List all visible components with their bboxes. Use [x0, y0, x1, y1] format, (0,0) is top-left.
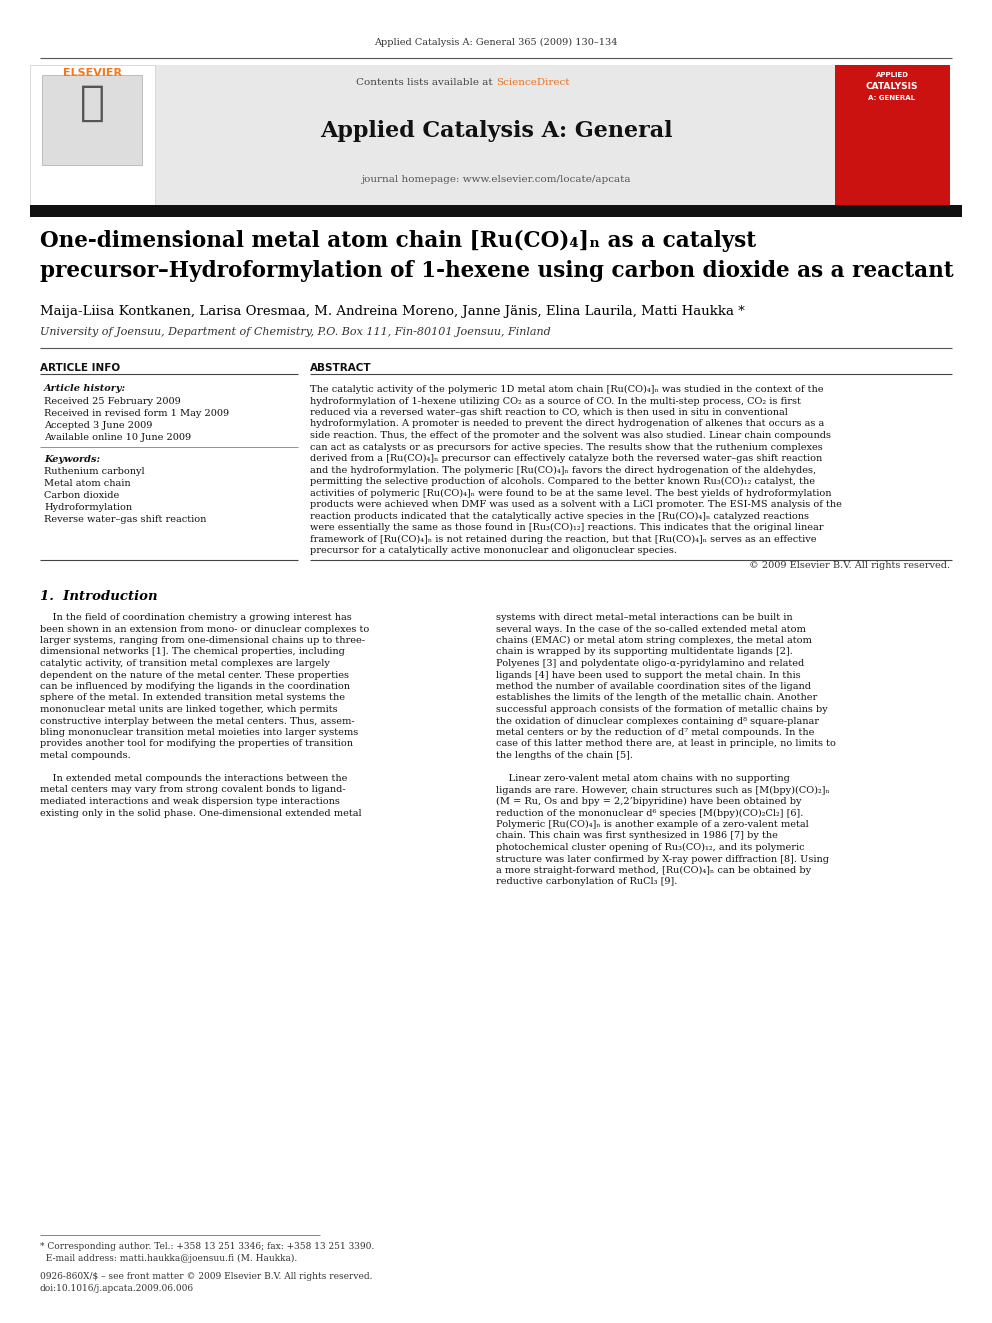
- Text: case of this latter method there are, at least in principle, no limits to: case of this latter method there are, at…: [496, 740, 836, 749]
- Bar: [42, 75, 142, 165]
- Text: products were achieved when DMF was used as a solvent with a LiCl promoter. The : products were achieved when DMF was used…: [310, 500, 842, 509]
- Text: Linear zero-valent metal atom chains with no supporting: Linear zero-valent metal atom chains wit…: [496, 774, 790, 783]
- Text: 0926-860X/$ – see front matter © 2009 Elsevier B.V. All rights reserved.: 0926-860X/$ – see front matter © 2009 El…: [40, 1271, 373, 1281]
- Text: Maija-Liisa Kontkanen, Larisa Oresmaa, M. Andreina Moreno, Janne Jänis, Elina La: Maija-Liisa Kontkanen, Larisa Oresmaa, M…: [40, 306, 745, 318]
- Text: 1.  Introduction: 1. Introduction: [40, 590, 158, 603]
- Text: side reaction. Thus, the effect of the promoter and the solvent was also studied: side reaction. Thus, the effect of the p…: [310, 431, 831, 441]
- Text: precursor–Hydroformylation of 1-hexene using carbon dioxide as a reactant: precursor–Hydroformylation of 1-hexene u…: [40, 261, 953, 282]
- Text: larger systems, ranging from one-dimensional chains up to three-: larger systems, ranging from one-dimensi…: [40, 636, 365, 646]
- Text: Applied Catalysis A: General 365 (2009) 130–134: Applied Catalysis A: General 365 (2009) …: [374, 38, 618, 48]
- Text: In the field of coordination chemistry a growing interest has: In the field of coordination chemistry a…: [40, 613, 352, 622]
- Text: ScienceDirect: ScienceDirect: [496, 78, 569, 87]
- Text: method the number of available coordination sites of the ligand: method the number of available coordinat…: [496, 681, 811, 691]
- Text: permitting the selective production of alcohols. Compared to the better known Ru: permitting the selective production of a…: [310, 478, 815, 486]
- Text: ELSEVIER: ELSEVIER: [62, 67, 121, 78]
- Text: establishes the limits of the length of the metallic chain. Another: establishes the limits of the length of …: [496, 693, 817, 703]
- Text: Hydroformylation: Hydroformylation: [44, 503, 132, 512]
- Text: a more straight-forward method, [Ru(CO)₄]ₙ can be obtained by: a more straight-forward method, [Ru(CO)₄…: [496, 867, 811, 875]
- Text: hydroformylation of 1-hexene utilizing CO₂ as a source of CO. In the multi-step : hydroformylation of 1-hexene utilizing C…: [310, 397, 801, 406]
- Text: ARTICLE INFO: ARTICLE INFO: [40, 363, 120, 373]
- Text: sphere of the metal. In extended transition metal systems the: sphere of the metal. In extended transit…: [40, 693, 345, 703]
- Text: (M = Ru, Os and bpy = 2,2’bipyridine) have been obtained by: (M = Ru, Os and bpy = 2,2’bipyridine) ha…: [496, 796, 802, 806]
- Text: the lengths of the chain [5].: the lengths of the chain [5].: [496, 751, 633, 759]
- Text: several ways. In the case of the so-called extended metal atom: several ways. In the case of the so-call…: [496, 624, 806, 634]
- Text: Metal atom chain: Metal atom chain: [44, 479, 131, 488]
- Text: Reverse water–gas shift reaction: Reverse water–gas shift reaction: [44, 515, 206, 524]
- Text: Accepted 3 June 2009: Accepted 3 June 2009: [44, 421, 153, 430]
- Text: Carbon dioxide: Carbon dioxide: [44, 491, 119, 500]
- Text: reduction of the mononuclear d⁶ species [M(bpy)(CO)₂Cl₂] [6].: reduction of the mononuclear d⁶ species …: [496, 808, 804, 818]
- Bar: [30, 65, 155, 205]
- Text: One-dimensional metal atom chain [Ru(CO)₄]ₙ as a catalyst: One-dimensional metal atom chain [Ru(CO)…: [40, 230, 756, 253]
- Text: In extended metal compounds the interactions between the: In extended metal compounds the interact…: [40, 774, 347, 783]
- Text: University of Joensuu, Department of Chemistry, P.O. Box 111, Fin-80101 Joensuu,: University of Joensuu, Department of Che…: [40, 327, 551, 337]
- Text: CATALYSIS: CATALYSIS: [866, 82, 919, 91]
- Text: Polyenes [3] and polydentate oligo-α-pyridylamino and related: Polyenes [3] and polydentate oligo-α-pyr…: [496, 659, 805, 668]
- Text: metal compounds.: metal compounds.: [40, 751, 131, 759]
- Text: mediated interactions and weak dispersion type interactions: mediated interactions and weak dispersio…: [40, 796, 340, 806]
- Text: Applied Catalysis A: General: Applied Catalysis A: General: [319, 120, 673, 142]
- Text: dimensional networks [1]. The chemical properties, including: dimensional networks [1]. The chemical p…: [40, 647, 345, 656]
- Text: mononuclear metal units are linked together, which permits: mononuclear metal units are linked toget…: [40, 705, 337, 714]
- Text: photochemical cluster opening of Ru₃(CO)₁₂, and its polymeric: photochemical cluster opening of Ru₃(CO)…: [496, 843, 805, 852]
- Text: 🌲: 🌲: [79, 82, 104, 124]
- Text: can be influenced by modifying the ligands in the coordination: can be influenced by modifying the ligan…: [40, 681, 350, 691]
- Text: © 2009 Elsevier B.V. All rights reserved.: © 2009 Elsevier B.V. All rights reserved…: [749, 561, 950, 570]
- Text: existing only in the solid phase. One-dimensional extended metal: existing only in the solid phase. One-di…: [40, 808, 362, 818]
- Text: reduced via a reversed water–gas shift reaction to CO, which is then used in sit: reduced via a reversed water–gas shift r…: [310, 407, 788, 417]
- Text: ligands [4] have been used to support the metal chain. In this: ligands [4] have been used to support th…: [496, 671, 801, 680]
- Text: Available online 10 June 2009: Available online 10 June 2009: [44, 433, 191, 442]
- Text: were essentially the same as those found in [Ru₃(CO)₁₂] reactions. This indicate: were essentially the same as those found…: [310, 523, 823, 532]
- Text: The catalytic activity of the polymeric 1D metal atom chain [Ru(CO)₄]ₙ was studi: The catalytic activity of the polymeric …: [310, 385, 823, 394]
- Text: Received in revised form 1 May 2009: Received in revised form 1 May 2009: [44, 409, 229, 418]
- Text: reaction products indicated that the catalytically active species in the [Ru(CO): reaction products indicated that the cat…: [310, 512, 809, 521]
- Text: bling mononuclear transition metal moieties into larger systems: bling mononuclear transition metal moiet…: [40, 728, 358, 737]
- Text: precursor for a catalytically active mononuclear and oligonuclear species.: precursor for a catalytically active mon…: [310, 546, 677, 556]
- Text: chains (EMAC) or metal atom string complexes, the metal atom: chains (EMAC) or metal atom string compl…: [496, 636, 811, 646]
- Text: ligands are rare. However, chain structures such as [M(bpy)(CO)₂]ₙ: ligands are rare. However, chain structu…: [496, 786, 829, 795]
- Text: constructive interplay between the metal centers. Thus, assem-: constructive interplay between the metal…: [40, 717, 354, 725]
- Text: * Corresponding author. Tel.: +358 13 251 3346; fax: +358 13 251 3390.: * Corresponding author. Tel.: +358 13 25…: [40, 1242, 374, 1252]
- Text: doi:10.1016/j.apcata.2009.06.006: doi:10.1016/j.apcata.2009.06.006: [40, 1285, 194, 1293]
- Text: Article history:: Article history:: [44, 384, 126, 393]
- Text: and the hydroformylation. The polymeric [Ru(CO)₄]ₙ favors the direct hydrogenati: and the hydroformylation. The polymeric …: [310, 466, 816, 475]
- Text: systems with direct metal–metal interactions can be built in: systems with direct metal–metal interact…: [496, 613, 793, 622]
- Text: structure was later confirmed by X-ray power diffraction [8]. Using: structure was later confirmed by X-ray p…: [496, 855, 829, 864]
- Text: E-mail address: matti.haukka@joensuu.fi (M. Haukka).: E-mail address: matti.haukka@joensuu.fi …: [40, 1254, 298, 1263]
- Text: ABSTRACT: ABSTRACT: [310, 363, 372, 373]
- Bar: [155, 65, 835, 205]
- Text: framework of [Ru(CO)₄]ₙ is not retained during the reaction, but that [Ru(CO)₄]ₙ: framework of [Ru(CO)₄]ₙ is not retained …: [310, 534, 816, 544]
- Bar: [835, 65, 950, 205]
- Text: APPLIED: APPLIED: [876, 71, 909, 78]
- Text: Contents lists available at: Contents lists available at: [356, 78, 496, 87]
- Text: can act as catalysts or as precursors for active species. The results show that : can act as catalysts or as precursors fo…: [310, 442, 822, 451]
- Text: been shown in an extension from mono- or dinuclear complexes to: been shown in an extension from mono- or…: [40, 624, 369, 634]
- Bar: [30, 205, 962, 217]
- Text: activities of polymeric [Ru(CO)₄]ₙ were found to be at the same level. The best : activities of polymeric [Ru(CO)₄]ₙ were …: [310, 488, 831, 497]
- Text: derived from a [Ru(CO)₄]ₙ precursor can effectively catalyze both the reversed w: derived from a [Ru(CO)₄]ₙ precursor can …: [310, 454, 822, 463]
- Text: hydroformylation. A promoter is needed to prevent the direct hydrogenation of al: hydroformylation. A promoter is needed t…: [310, 419, 824, 429]
- Text: Polymeric [Ru(CO)₄]ₙ is another example of a zero-valent metal: Polymeric [Ru(CO)₄]ₙ is another example …: [496, 820, 808, 830]
- Text: catalytic activity, of transition metal complexes are largely: catalytic activity, of transition metal …: [40, 659, 330, 668]
- Text: Ruthenium carbonyl: Ruthenium carbonyl: [44, 467, 145, 476]
- Text: dependent on the nature of the metal center. These properties: dependent on the nature of the metal cen…: [40, 671, 349, 680]
- Text: metal centers or by the reduction of d⁷ metal compounds. In the: metal centers or by the reduction of d⁷ …: [496, 728, 814, 737]
- Text: reductive carbonylation of RuCl₃ [9].: reductive carbonylation of RuCl₃ [9].: [496, 877, 678, 886]
- Text: Keywords:: Keywords:: [44, 455, 100, 464]
- Text: journal homepage: www.elsevier.com/locate/apcata: journal homepage: www.elsevier.com/locat…: [361, 175, 631, 184]
- Text: metal centers may vary from strong covalent bonds to ligand-: metal centers may vary from strong coval…: [40, 786, 345, 795]
- Text: chain. This chain was first synthesized in 1986 [7] by the: chain. This chain was first synthesized …: [496, 831, 778, 840]
- Text: chain is wrapped by its supporting multidentate ligands [2].: chain is wrapped by its supporting multi…: [496, 647, 793, 656]
- Text: Received 25 February 2009: Received 25 February 2009: [44, 397, 181, 406]
- Text: the oxidation of dinuclear complexes containing d⁸ square-planar: the oxidation of dinuclear complexes con…: [496, 717, 819, 725]
- Text: provides another tool for modifying the properties of transition: provides another tool for modifying the …: [40, 740, 353, 749]
- Text: successful approach consists of the formation of metallic chains by: successful approach consists of the form…: [496, 705, 827, 714]
- Text: A: GENERAL: A: GENERAL: [869, 95, 916, 101]
